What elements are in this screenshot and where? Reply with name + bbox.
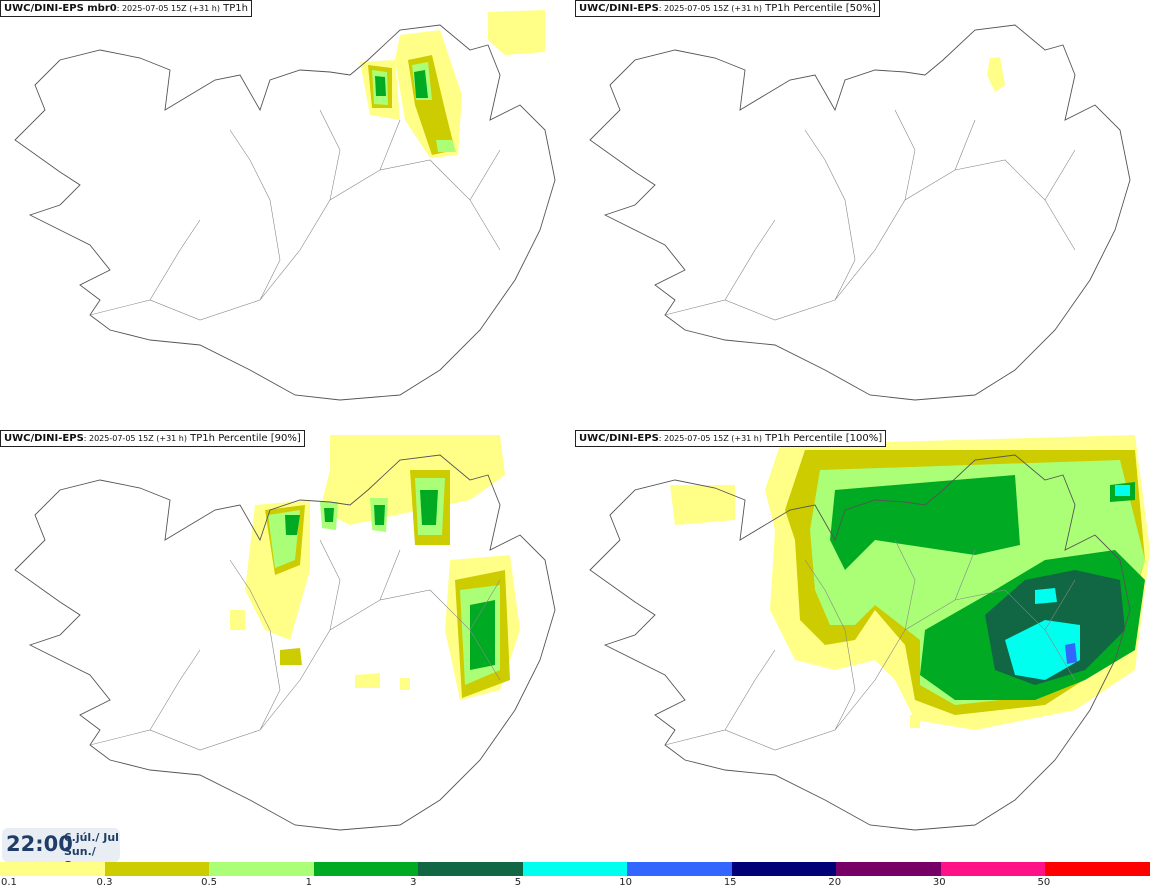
panel-title: UWC/DINI-EPS mbr0: 2025-07-05 15Z (+31 h… [0,0,252,17]
legend-swatch [627,862,732,876]
precip-heavy [470,600,495,670]
legend-tick-label: 15 [723,877,737,888]
legend-swatch [731,862,837,876]
precip-light [987,57,1005,92]
legend-tick-label: 1 [305,877,312,888]
precip-heavy [1115,485,1130,496]
legend-swatch [418,862,523,876]
precip-heavy [324,508,334,522]
precip-heavy [374,505,385,525]
legend-swatch [104,862,210,876]
legend-tick-label: 3 [410,877,417,888]
iceland-map [14,435,556,831]
precip-heavy [436,140,456,152]
legend-swatch [313,862,419,876]
legend-ticks: 0.1 0.3 0.5 1 3 5 10 15 20 30 50 [0,877,1150,891]
precip-light [400,678,410,690]
precip-heavy [285,515,300,535]
legend-tick-label: 5 [514,877,522,888]
precip-light [230,610,245,630]
legend-tick-label: 10 [619,877,632,888]
precip-light [910,715,920,728]
precip-light [488,10,545,55]
map-panel-p90: UWC/DINI-EPS: 2025-07-05 15Z (+31 h) TP1… [0,430,575,860]
map-panel-mbr0: UWC/DINI-EPS mbr0: 2025-07-05 15Z (+31 h… [0,0,575,430]
panel-title: UWC/DINI-EPS: 2025-07-05 15Z (+31 h) TP1… [0,430,305,447]
map-panel-p50: UWC/DINI-EPS: 2025-07-05 15Z (+31 h) TP1… [575,0,1150,430]
precip-heavy [1005,620,1080,680]
map-panel-p100: UWC/DINI-EPS: 2025-07-05 15Z (+31 h) TP1… [575,430,1150,860]
valid-time-box: 22:00 6.júl./ Jul Sun./ Sun [2,828,120,872]
precip-heavy [1065,643,1077,664]
legend-swatch [209,862,314,876]
precip-heavy [414,70,428,98]
precip-heavy [375,76,386,96]
precip-color-legend [0,862,1150,876]
panel-title: UWC/DINI-EPS: 2025-07-05 15Z (+31 h) TP1… [575,0,880,17]
legend-tick-label: 50 [1037,877,1051,888]
legend-swatch [940,862,1046,876]
legend-tick-label: 0.1 [1,877,17,888]
legend-tick-label: 30 [932,877,946,888]
precip-light [670,485,735,525]
precip-light [355,673,380,688]
legend-swatch [836,862,941,876]
legend-tick-label: 0.5 [201,877,217,888]
valid-time: 22:00 [6,832,73,856]
iceland-map [589,24,1131,401]
legend-tick-label: 20 [828,877,842,888]
legend-tick-label: 0.3 [96,877,113,888]
panel-title: UWC/DINI-EPS: 2025-07-05 15Z (+31 h) TP1… [575,430,887,447]
precip-mod [280,648,302,665]
valid-date-line1: 6.júl./ Jul [64,831,119,844]
precip-heavy [420,490,438,525]
legend-swatch [1045,862,1150,876]
iceland-map [14,10,556,401]
legend-swatch [522,862,628,876]
iceland-map [589,435,1150,831]
precip-heavy [1035,588,1057,604]
legend-swatch [0,862,105,876]
precip-heavy [830,475,1020,570]
